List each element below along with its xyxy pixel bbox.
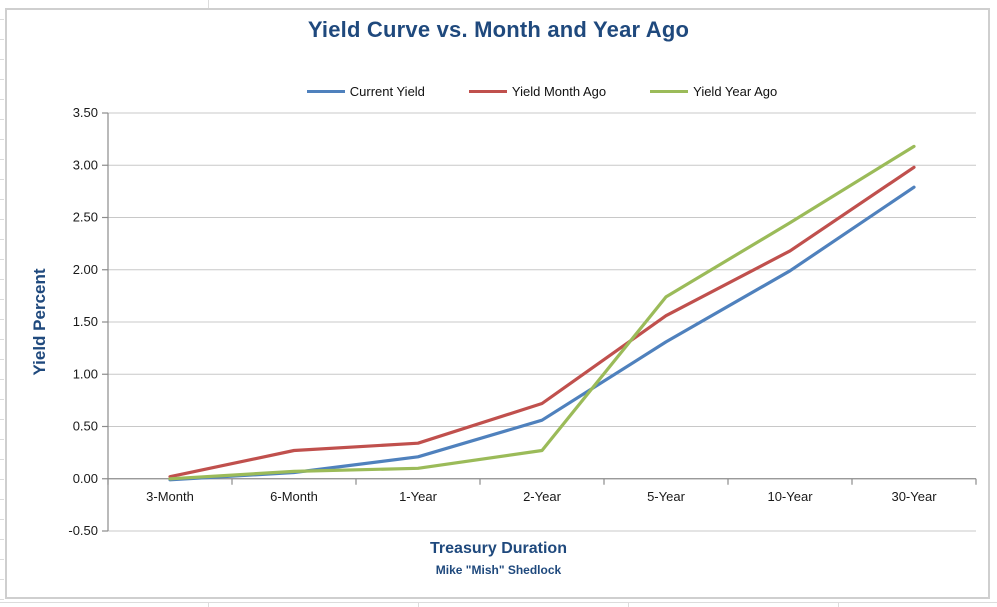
spreadsheet-column-gridline-bottom: [418, 602, 419, 607]
chart-legend: Current Yield Yield Month Ago Yield Year…: [108, 84, 976, 99]
x-tick-label: 1-Year: [399, 489, 437, 504]
chart-credit: Mike "Mish" Shedlock: [435, 563, 562, 577]
y-tick-label: 1.50: [73, 314, 98, 329]
series-line-yield-month-ago: [168, 165, 916, 479]
x-tick-label: 6-Month: [270, 489, 318, 504]
x-tick-label: 30-Year: [891, 489, 937, 504]
legend-label: Current Yield: [349, 84, 425, 99]
y-tick-label: 0.50: [73, 419, 98, 434]
legend-line-swatch-yield-month-ago: [468, 90, 507, 93]
y-tick-label: 1.00: [73, 366, 98, 381]
legend-line-swatch-current-yield: [306, 90, 345, 93]
x-tick-label: 2-Year: [523, 489, 561, 504]
chart-frame: [5, 8, 990, 599]
y-tick-label: 0.00: [73, 471, 98, 486]
y-tick-label: 2.50: [73, 210, 98, 225]
spreadsheet-column-gridline-bottom: [838, 602, 839, 607]
x-axis-title: Treasury Duration: [430, 540, 567, 557]
legend-label: Yield Month Ago: [511, 84, 607, 99]
spreadsheet-column-gridline-top: [208, 0, 209, 8]
x-tick-label: 3-Month: [146, 489, 194, 504]
legend-item-yield-year-ago: Yield Year Ago: [650, 84, 777, 99]
y-tick-label: 3.50: [73, 105, 98, 120]
x-tick-label: 10-Year: [767, 489, 813, 504]
spreadsheet-column-gridline-bottom: [208, 602, 209, 607]
y-tick-label: 2.00: [73, 262, 98, 277]
legend-label: Yield Year Ago: [693, 84, 778, 99]
series-line-current-yield: [168, 185, 916, 482]
spreadsheet-row-gridlines: [0, 0, 4, 607]
legend-item-current-yield: Current Yield: [306, 84, 425, 99]
x-tick-label: 5-Year: [647, 489, 685, 504]
series-line-yield-year-ago: [168, 144, 916, 481]
y-tick-label: -0.50: [68, 523, 98, 538]
spreadsheet-column-gridline-bottom: [628, 602, 629, 607]
spreadsheet-bottom-gridline: [0, 602, 997, 603]
legend-line-swatch-yield-year-ago: [650, 90, 689, 93]
legend-item-yield-month-ago: Yield Month Ago: [468, 84, 607, 99]
chart-title: Yield Curve vs. Month and Year Ago: [307, 17, 690, 42]
y-tick-label: 3.00: [73, 157, 98, 172]
